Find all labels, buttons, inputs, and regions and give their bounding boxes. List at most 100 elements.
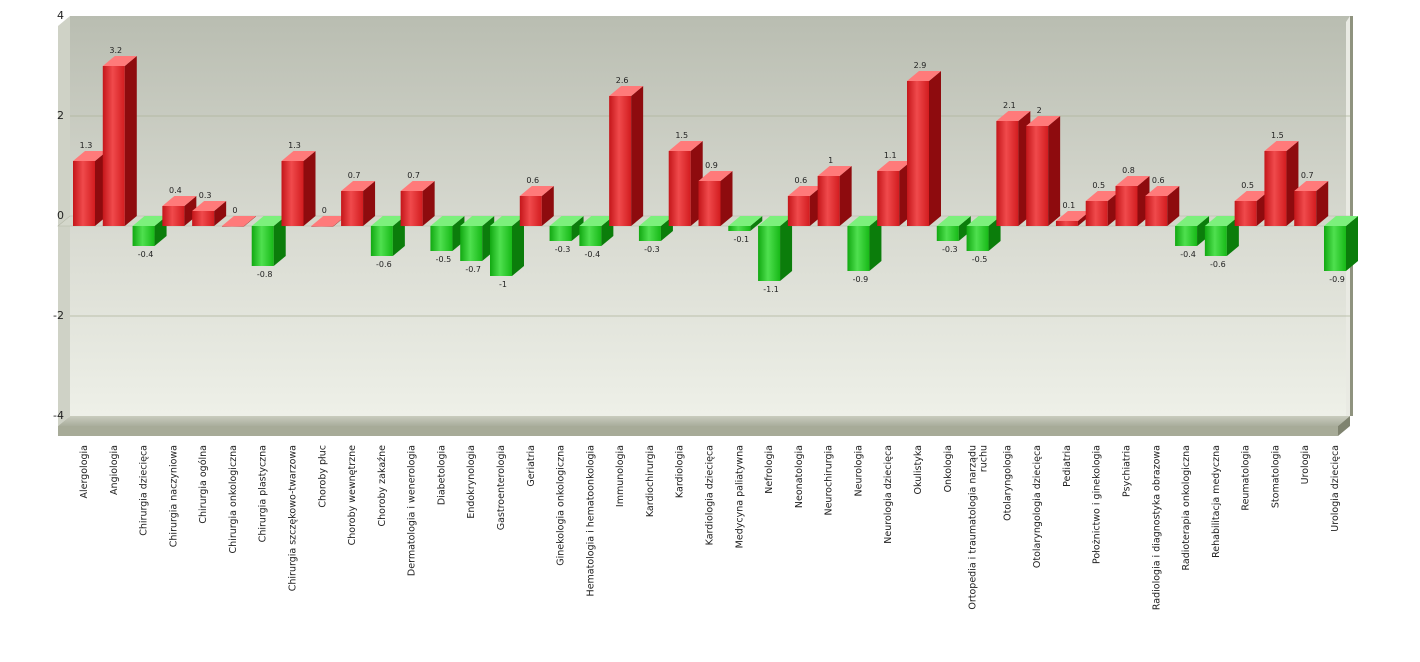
- x-tick-label: Urologia dziecięca: [1330, 445, 1341, 532]
- x-tick-label: Geriatria: [526, 445, 537, 487]
- x-tick-label: Neurologia: [853, 445, 864, 496]
- bar-side: [512, 216, 524, 276]
- bar-side: [631, 86, 644, 226]
- bar: [936, 216, 971, 241]
- bar-top: [1294, 181, 1329, 191]
- value-label: 0.5: [1241, 181, 1254, 190]
- x-tick-label: Angiologia: [109, 445, 120, 495]
- value-label: 2.1: [1003, 101, 1016, 110]
- bar-front: [400, 191, 423, 226]
- bar-top: [609, 86, 644, 96]
- bar-front: [549, 226, 572, 241]
- bar-front: [936, 226, 959, 241]
- x-tick-label: Immunologia: [615, 445, 626, 507]
- bar-front: [1085, 201, 1108, 226]
- x-tick-label: Chirurgia ogólna: [198, 445, 209, 524]
- bar-side: [929, 71, 941, 226]
- bar-top: [162, 196, 197, 206]
- value-label: -0.6: [1210, 260, 1226, 269]
- bar-front: [1264, 151, 1287, 226]
- bar-front: [281, 161, 304, 226]
- bar-top: [221, 216, 256, 226]
- bar-top: [1145, 186, 1180, 196]
- x-tick-label: Ginekologia onkologiczna: [556, 445, 567, 566]
- bar-top: [1264, 141, 1299, 151]
- bar-top: [251, 216, 286, 226]
- bar-top: [430, 216, 465, 226]
- value-label: -0.4: [1180, 250, 1196, 259]
- bar-top: [638, 216, 673, 226]
- bar-top: [1204, 216, 1239, 226]
- bar-front: [132, 226, 155, 246]
- bar-front: [847, 226, 870, 271]
- bar-top: [132, 216, 167, 226]
- bar-top: [1324, 216, 1358, 226]
- value-label: 0.3: [199, 191, 212, 200]
- bar-top: [996, 111, 1031, 121]
- bar-top: [907, 71, 941, 81]
- x-tick-label: Dermatologia i wenerologia: [407, 445, 418, 576]
- bar-front: [519, 196, 542, 226]
- bar-top: [728, 216, 763, 226]
- value-label: -0.5: [436, 255, 452, 264]
- bar: [490, 216, 524, 276]
- x-tick-label: Choroby wewnętrzne: [347, 445, 358, 546]
- y-tick-label: 0: [57, 209, 64, 222]
- bar-front: [490, 226, 512, 276]
- bar-side: [1316, 181, 1329, 226]
- bar-front: [311, 226, 334, 227]
- y-tick-label: -2: [53, 309, 64, 322]
- bar: [460, 216, 495, 261]
- bar-front: [907, 81, 929, 226]
- x-tick-label: Urologia: [1300, 445, 1311, 484]
- bar-top: [1234, 191, 1269, 201]
- value-label: -0.1: [733, 235, 749, 244]
- x-tick-label: Diabetologia: [436, 445, 447, 505]
- bar-front: [102, 66, 125, 226]
- bar-top: [341, 181, 376, 191]
- value-label: -0.3: [644, 245, 660, 254]
- x-tick-label: Chirurgia naczyniowa: [168, 445, 179, 547]
- bar-front: [251, 226, 274, 266]
- bar-front: [1294, 191, 1317, 226]
- value-label: 0: [232, 206, 237, 215]
- bar-side: [124, 56, 137, 226]
- value-label: 0.6: [794, 176, 807, 185]
- value-label: -0.4: [138, 250, 154, 259]
- x-tick-label: Choroby zakaźne: [377, 445, 388, 527]
- value-label: 0.1: [1063, 201, 1076, 210]
- value-label: 2.6: [616, 76, 629, 85]
- x-tick-label: Chirurgia dziecięca: [139, 445, 150, 536]
- bar-side: [541, 186, 554, 226]
- bar-front: [698, 181, 721, 226]
- value-label: -0.4: [585, 250, 601, 259]
- value-label: -0.6: [376, 260, 392, 269]
- x-tick-label: Otolaryngologia dziecięca: [1032, 445, 1043, 568]
- bar-top: [1055, 211, 1090, 221]
- value-label: 1: [828, 156, 833, 165]
- bar-front: [430, 226, 453, 251]
- bar-front: [73, 161, 95, 226]
- bar: [341, 181, 376, 226]
- bar-front: [668, 151, 691, 226]
- bar: [817, 166, 852, 226]
- value-label: 0.9: [705, 161, 718, 170]
- x-tick-label: Hematologia i hematoonkologia: [585, 445, 596, 596]
- x-tick-label: Radioterapia onkologiczna: [1181, 445, 1192, 571]
- bar-top: [758, 216, 793, 226]
- x-tick-label: Chirurgia szczękowo-twarzowa: [288, 445, 299, 591]
- bar-top: [936, 216, 971, 226]
- x-tick-label: Neurochirurgia: [824, 445, 835, 516]
- x-tick-label: Położnictwo i ginekologia: [1092, 445, 1103, 564]
- bar-top: [1175, 216, 1210, 226]
- bar-front: [728, 226, 751, 231]
- bar: [966, 216, 1001, 251]
- bar-side: [214, 201, 227, 226]
- bar: [251, 216, 286, 266]
- x-tick-label: Psychiatria: [1122, 445, 1133, 497]
- bar: [1026, 116, 1061, 226]
- bar-top: [102, 56, 137, 66]
- bar-front: [1026, 126, 1049, 226]
- value-label: 2.9: [914, 61, 927, 70]
- bar: [192, 201, 227, 226]
